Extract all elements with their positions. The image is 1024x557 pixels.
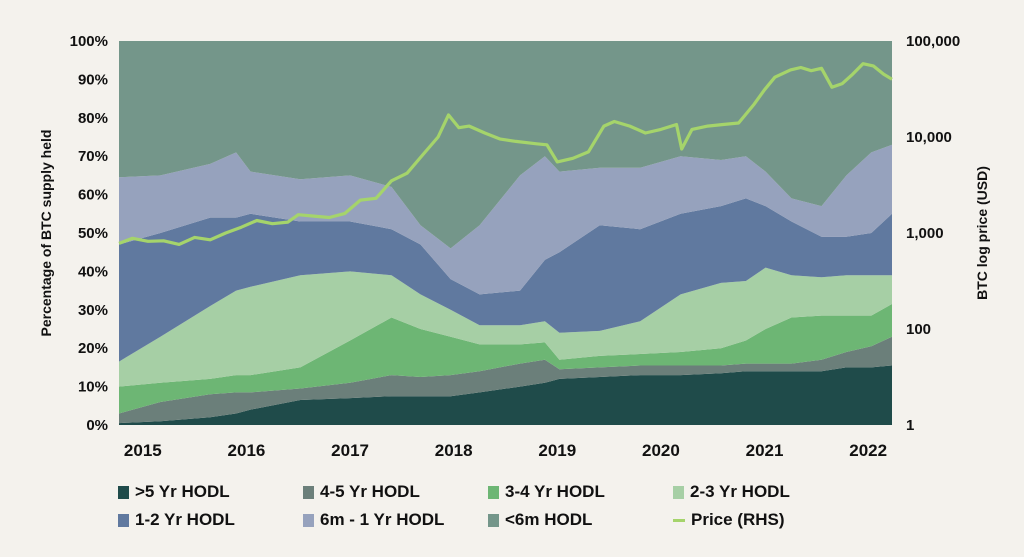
y-tick-label: 70% [78, 148, 108, 165]
legend-label: 6m - 1 Yr HODL [320, 510, 445, 529]
legend-item: 6m - 1 Yr HODL [303, 509, 488, 531]
y-tick-label: 20% [78, 340, 108, 357]
y2-tick-label: 10,000 [906, 129, 952, 146]
area-6m-hodl [119, 41, 892, 249]
area-1-2-yr-hodl [119, 198, 892, 362]
y-tick-label: 80% [78, 110, 108, 127]
legend-label: >5 Yr HODL [135, 482, 230, 501]
y-tick-label: 30% [78, 302, 108, 319]
legend-label: Price (RHS) [691, 510, 785, 529]
legend-item: Price (RHS) [673, 509, 858, 531]
stacked-areas [119, 41, 892, 425]
y-tick-label: 60% [78, 187, 108, 204]
x-tick-label: 2022 [849, 441, 887, 460]
y-axis-left: 0% 10% 20% 30% 40% 50% 60% 70% 80% 90% 100% [70, 33, 108, 434]
legend-line-swatch [673, 518, 685, 522]
legend-color-swatch [303, 513, 314, 527]
area-2-3-yr-hodl [119, 267, 892, 387]
legend-item: 1-2 Yr HODL [118, 509, 303, 531]
legend-color-swatch [488, 513, 499, 527]
legend-color-swatch [303, 485, 314, 499]
y2-tick-label: 1,000 [906, 225, 944, 242]
legend-item: >5 Yr HODL [118, 481, 303, 503]
price-line [118, 62, 893, 246]
y2-tick-label: 100 [906, 321, 931, 338]
legend-label: 1-2 Yr HODL [135, 510, 235, 529]
y-tick-label: 40% [78, 263, 108, 280]
legend-color-swatch [118, 513, 129, 527]
area-4-5-yr-hodl [119, 336, 892, 424]
legend-color-swatch [673, 485, 684, 499]
y2-tick-label: 100,000 [906, 33, 960, 50]
x-tick-label: 2017 [331, 441, 369, 460]
y-tick-label: 90% [78, 71, 108, 88]
y2-tick-label: 1 [906, 417, 914, 434]
y-tick-label: 10% [78, 379, 108, 396]
y2-axis-title: BTC log price (USD) [974, 166, 990, 300]
legend-label: <6m HODL [505, 510, 593, 529]
legend: >5 Yr HODL 4-5 Yr HODL 3-4 Yr HODL 2-3 Yr H… [118, 481, 898, 531]
x-tick-label: 2015 [124, 441, 162, 460]
x-tick-label: 2019 [538, 441, 576, 460]
area-6m-1-yr-hodl [119, 144, 892, 295]
x-tick-label: 2021 [746, 441, 784, 460]
legend-item: 2-3 Yr HODL [673, 481, 858, 503]
legend-label: 3-4 Yr HODL [505, 482, 605, 501]
legend-color-swatch [488, 485, 499, 499]
legend-label: 4-5 Yr HODL [320, 482, 420, 501]
legend-color-swatch [118, 485, 129, 499]
x-axis: 2015 2016 2017 2018 2019 2020 2021 2022 [124, 441, 887, 460]
legend-item: 3-4 Yr HODL [488, 481, 673, 503]
x-tick-label: 2016 [228, 441, 266, 460]
x-tick-label: 2020 [642, 441, 680, 460]
area-5-yr-hodl [119, 365, 892, 425]
y-axis-right: 1 100 1,000 10,000 100,000 [906, 33, 960, 434]
area-3-4-yr-hodl [119, 304, 892, 414]
legend-label: 2-3 Yr HODL [690, 482, 790, 501]
y-tick-label: 50% [78, 225, 108, 242]
y-tick-label: 0% [86, 417, 108, 434]
y-axis-title: Percentage of BTC supply held [38, 130, 54, 337]
x-tick-label: 2018 [435, 441, 473, 460]
y-tick-label: 100% [70, 33, 108, 50]
legend-item: <6m HODL [488, 509, 673, 531]
legend-item: 4-5 Yr HODL [303, 481, 488, 503]
